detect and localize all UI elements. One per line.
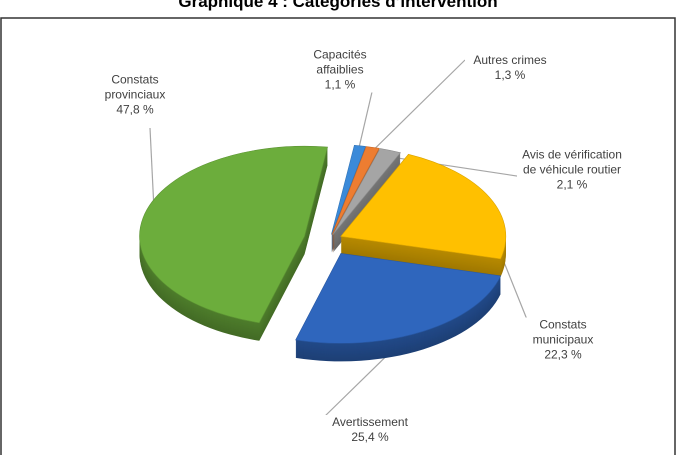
slice-top bbox=[331, 145, 366, 235]
data-label: Autres crimes 1,3 % bbox=[465, 53, 555, 83]
value-label: 1,3 % bbox=[494, 68, 526, 82]
value-label: 1,1 % bbox=[324, 77, 356, 92]
value-label: 25,4 % bbox=[351, 430, 389, 444]
category-label: Avertissement bbox=[332, 415, 408, 429]
slice-top bbox=[139, 145, 328, 324]
value-label: 47,8 % bbox=[116, 102, 154, 117]
category-label: Capacités affaiblies bbox=[313, 47, 367, 77]
chart-title: Graphique 4 : Catégories d’intervention bbox=[178, 0, 498, 11]
slice-top bbox=[331, 146, 380, 235]
data-label: Constats municipaux 22,3 % bbox=[518, 317, 608, 363]
slice-top bbox=[295, 253, 502, 344]
category-label: Constats municipaux bbox=[532, 317, 594, 347]
slice-top bbox=[332, 148, 401, 235]
data-label: Capacités affaiblies 1,1 % bbox=[300, 47, 380, 93]
data-label: Avertissement 25,4 % bbox=[320, 415, 420, 445]
data-label: Constats provinciaux 47,8 % bbox=[90, 72, 180, 118]
pie-slice bbox=[139, 145, 328, 341]
slice-top bbox=[340, 153, 507, 260]
pie-slice bbox=[295, 253, 502, 362]
value-label: 22,3 % bbox=[544, 347, 582, 362]
leader-line bbox=[369, 59, 466, 154]
category-label: Autres crimes bbox=[473, 53, 547, 67]
value-label: 2,1 % bbox=[556, 177, 588, 192]
leader-line bbox=[357, 91, 373, 153]
pie-slice bbox=[340, 153, 507, 277]
category-label: Avis de vérification de véhicule routier bbox=[522, 147, 622, 177]
data-label: Avis de vérification de véhicule routier… bbox=[517, 147, 627, 193]
category-label: Constats provinciaux bbox=[104, 72, 166, 102]
